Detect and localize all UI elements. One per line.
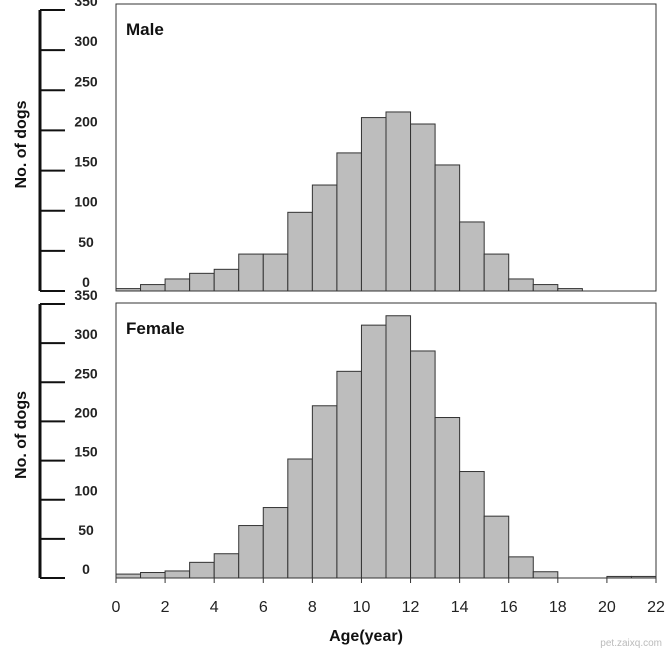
y-tick-label: 150 — [74, 154, 98, 170]
female-bar-16 — [508, 556, 534, 579]
y-tick-label: 0 — [82, 561, 90, 577]
male-bar-0 — [115, 288, 142, 292]
y-tick-label: 250 — [74, 365, 98, 381]
female-panel-title: Female — [126, 319, 185, 338]
x-tick-label: 0 — [112, 599, 121, 616]
female-bar-15 — [483, 515, 510, 579]
y-tick-label: 250 — [74, 73, 98, 89]
female-bar-12 — [410, 350, 436, 579]
male-panel-title: Male — [126, 20, 164, 39]
male-bar-18 — [557, 288, 583, 292]
male-bars — [115, 111, 583, 292]
x-axis-label: Age(year) — [329, 628, 403, 645]
x-tick-label: 6 — [259, 599, 268, 616]
female-bar-8 — [311, 405, 338, 579]
male-bar-10 — [360, 117, 387, 292]
y-tick-label: 300 — [74, 326, 98, 342]
male-bar-5 — [238, 253, 264, 292]
female-bar-7 — [287, 458, 313, 579]
y-tick-label: 0 — [82, 274, 90, 290]
watermark-text: pet.zaixq.com — [600, 638, 662, 649]
x-tick-label: 2 — [161, 599, 170, 616]
female-bar-11 — [385, 315, 412, 579]
x-tick-label: 18 — [549, 599, 567, 616]
x-tick-label: 20 — [598, 599, 616, 616]
x-tick-label: 16 — [500, 599, 518, 616]
male-bar-12 — [410, 123, 436, 292]
female-bar-6 — [262, 507, 289, 579]
x-tick-label: 12 — [402, 599, 420, 616]
y-tick-label: 100 — [74, 194, 98, 210]
female-bars — [115, 315, 657, 579]
female-bar-13 — [434, 417, 461, 579]
y-tick-label: 150 — [74, 444, 98, 460]
female-panel: 0 50 100 150 200 250 300 350 0 2 4 6 8 10 12 14 16 18 20 2… — [13, 287, 665, 645]
female-bar-14 — [459, 471, 485, 579]
female-y-axis-label: No. of dogs — [13, 391, 30, 479]
female-bar-1 — [140, 572, 166, 579]
y-tick-label: 50 — [78, 234, 94, 250]
female-bar-0 — [115, 573, 142, 579]
female-bar-9 — [336, 370, 362, 579]
y-tick-label: 350 — [74, 0, 98, 9]
female-bar-5 — [238, 525, 264, 579]
female-bar-3 — [189, 561, 215, 579]
x-tick-label: 4 — [210, 599, 219, 616]
male-bar-16 — [508, 278, 534, 292]
male-bar-3 — [189, 272, 215, 292]
y-tick-label: 100 — [74, 483, 98, 499]
male-bar-1 — [140, 284, 166, 292]
male-y-axis: 0 50 100 150 200 250 300 350 — [38, 0, 98, 292]
male-bar-11 — [385, 111, 412, 292]
y-tick-label: 200 — [74, 113, 98, 129]
y-tick-label: 350 — [74, 287, 98, 303]
female-bar-2 — [164, 570, 191, 579]
y-tick-label: 300 — [74, 33, 98, 49]
x-tick-label: 14 — [451, 599, 469, 616]
female-y-axis: 0 50 100 150 200 250 300 350 — [38, 287, 98, 579]
female-bar-20 — [606, 575, 632, 579]
female-bar-21 — [630, 575, 657, 579]
male-bar-8 — [311, 184, 338, 292]
male-y-axis-label: No. of dogs — [13, 100, 30, 188]
y-tick-label: 50 — [78, 522, 94, 538]
male-bar-7 — [287, 211, 313, 292]
male-bar-13 — [434, 164, 461, 292]
x-tick-label: 8 — [308, 599, 317, 616]
male-bar-4 — [213, 268, 240, 292]
male-bar-14 — [459, 221, 485, 292]
x-axis: 0 2 4 6 8 10 12 14 16 18 20 22 — [112, 578, 665, 616]
female-bar-10 — [360, 324, 387, 579]
x-tick-label: 10 — [353, 599, 371, 616]
female-bar-4 — [213, 553, 240, 579]
male-bar-2 — [164, 278, 191, 292]
male-bar-9 — [336, 152, 362, 292]
male-bar-15 — [483, 253, 510, 292]
y-tick-label: 200 — [74, 404, 98, 420]
male-bar-6 — [262, 253, 289, 292]
x-tick-label: 22 — [647, 599, 665, 616]
male-bar-17 — [532, 284, 559, 292]
male-panel: 0 50 100 150 200 250 300 350 Male No. of dogs — [13, 0, 657, 292]
female-bar-17 — [532, 571, 559, 579]
